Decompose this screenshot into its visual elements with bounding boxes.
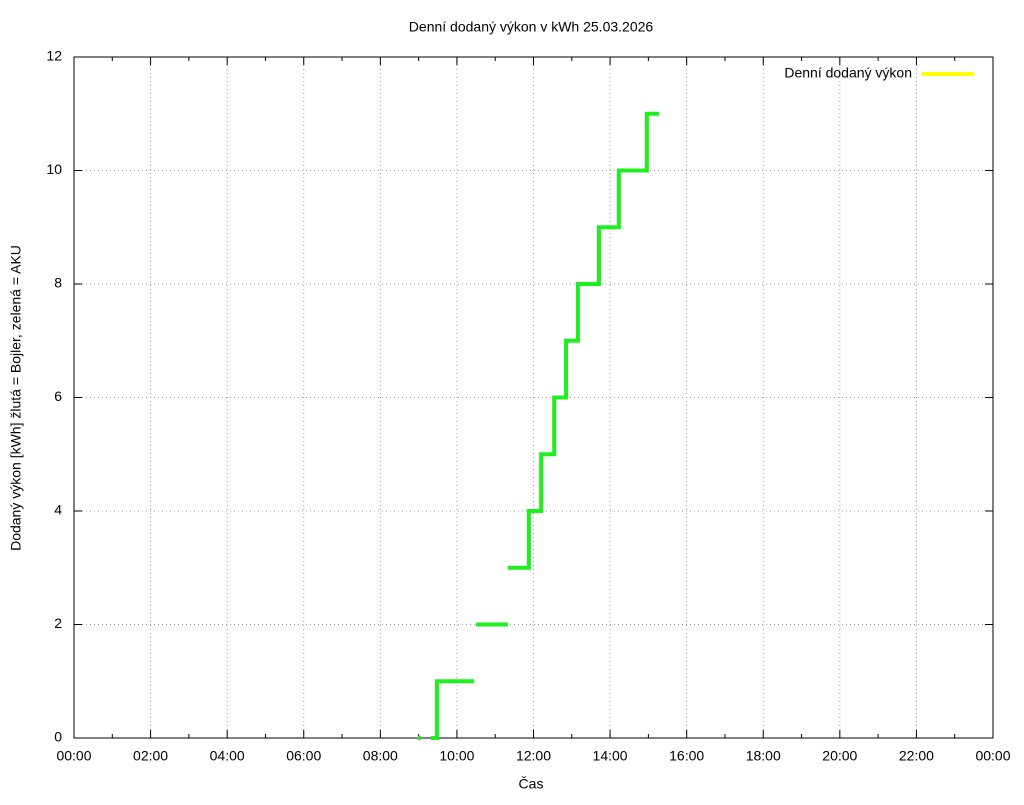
x-tick-label: 00:00: [975, 748, 1010, 764]
y-tick-label: 12: [46, 48, 62, 64]
y-tick-label: 2: [54, 615, 62, 631]
x-tick-label: 08:00: [363, 748, 398, 764]
legend-label: Denní dodaný výkon: [784, 65, 912, 81]
x-tick-label: 00:00: [56, 748, 91, 764]
x-tick-label: 02:00: [133, 748, 168, 764]
x-tick-label: 14:00: [593, 748, 628, 764]
y-tick-label: 10: [46, 161, 62, 177]
x-tick-label: 12:00: [516, 748, 551, 764]
y-axis-label: Dodaný výkon [kWh] žlutá = Bojler, zelen…: [8, 245, 24, 551]
x-tick-label: 22:00: [899, 748, 934, 764]
x-tick-label: 06:00: [286, 748, 321, 764]
data-line: [417, 111, 660, 740]
x-tick-label: 16:00: [669, 748, 704, 764]
y-tick-label: 4: [54, 502, 62, 518]
y-tick-label: 6: [54, 388, 62, 404]
x-axis-label: Čas: [519, 776, 544, 792]
chart-title: Denní dodaný výkon v kWh 25.03.2026: [409, 19, 654, 35]
x-tick-label: 04:00: [210, 748, 245, 764]
x-tick-label: 10:00: [439, 748, 474, 764]
y-tick-label: 0: [54, 729, 62, 745]
x-tick-label: 18:00: [746, 748, 781, 764]
x-tick-label: 20:00: [822, 748, 857, 764]
plot-frame: [73, 56, 994, 739]
y-tick-label: 8: [54, 275, 62, 291]
